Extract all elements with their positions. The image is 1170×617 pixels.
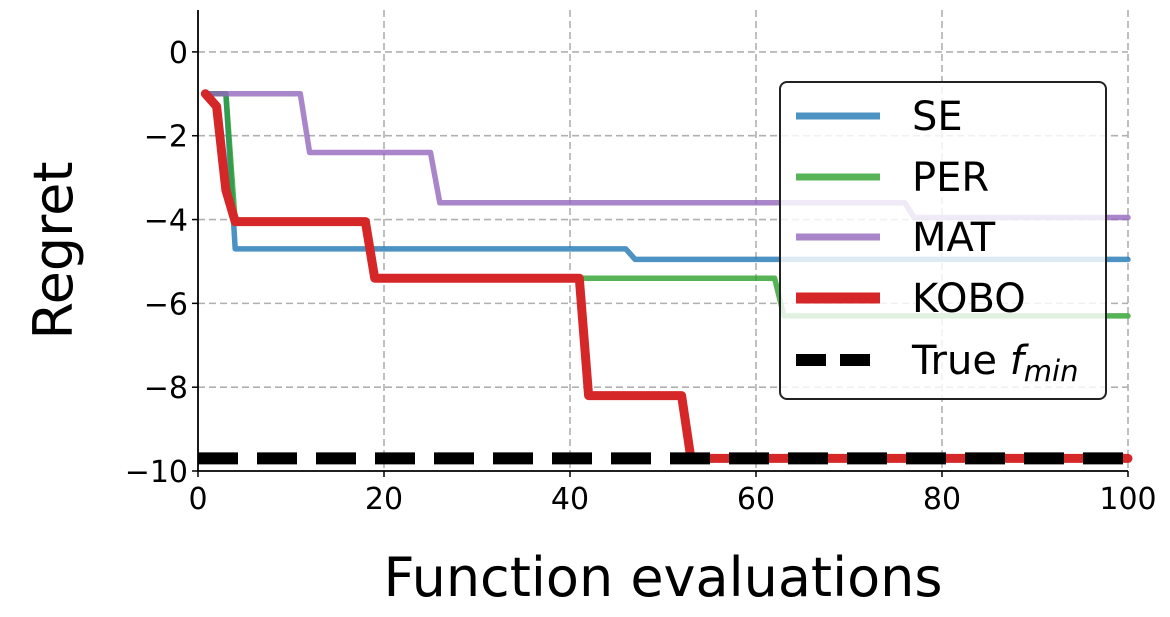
y-tick-label: 0 bbox=[169, 36, 188, 71]
x-tick-label: 0 bbox=[188, 482, 207, 517]
x-tick-label: 80 bbox=[923, 482, 961, 517]
axes bbox=[197, 10, 1128, 472]
legend-label-mat: MAT bbox=[912, 215, 996, 261]
y-tick-label: −8 bbox=[144, 371, 188, 406]
tick-labels: 0 20 40 60 80 100 0 −2 −4 −6 −8 −10 bbox=[125, 36, 1157, 517]
legend-label-true-f-min: True fmin bbox=[911, 338, 1078, 388]
legend-label-kobo: KOBO bbox=[912, 276, 1026, 322]
y-tick-label: −10 bbox=[125, 455, 188, 490]
y-tick-label: −6 bbox=[144, 287, 188, 322]
legend: SE PER MAT KOBO True fmin bbox=[779, 81, 1107, 400]
y-tick-label: −2 bbox=[144, 120, 188, 155]
legend-label-per: PER bbox=[912, 155, 989, 201]
legend-label-se: SE bbox=[912, 94, 963, 140]
legend-box bbox=[779, 81, 1107, 400]
x-axis-title: Function evaluations bbox=[383, 546, 942, 609]
series-lines bbox=[198, 89, 1133, 465]
y-tick-label: −4 bbox=[144, 204, 188, 239]
y-axis-title: Regret bbox=[22, 161, 85, 339]
x-tick-label: 20 bbox=[365, 482, 403, 517]
x-tick-label: 100 bbox=[1099, 482, 1156, 517]
x-tick-label: 40 bbox=[551, 482, 589, 517]
x-tick-label: 60 bbox=[737, 482, 775, 517]
series-line-kobo bbox=[200, 89, 1133, 463]
